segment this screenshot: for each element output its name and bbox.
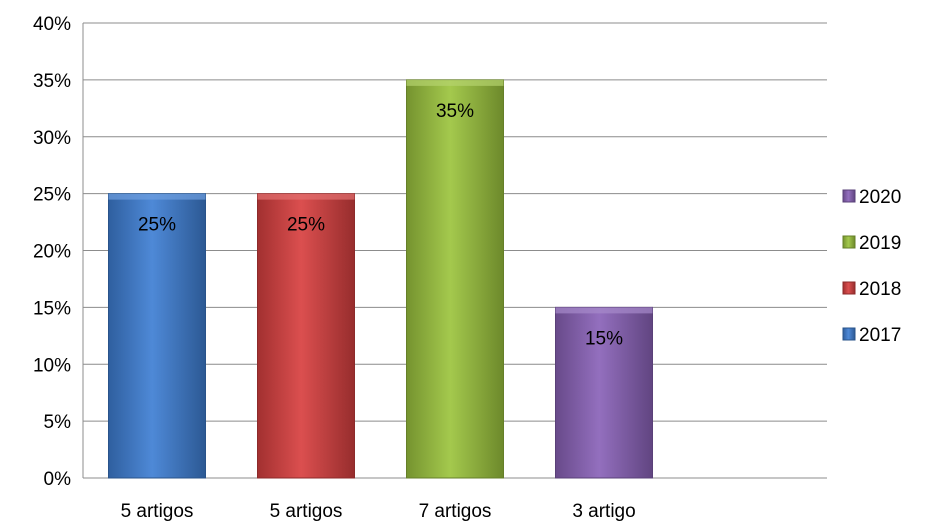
bar-top-highlight [406,79,504,86]
bar-top-highlight [108,193,206,200]
x-category-label: 5 artigos [121,501,194,522]
legend-item-2019: 2019 [842,233,901,254]
y-tick-label: 20% [33,242,71,263]
x-category-label: 7 artigos [419,501,492,522]
bar-2019 [406,79,504,479]
y-tick-label: 15% [33,298,71,319]
y-tick-label: 10% [33,355,71,376]
bar-top-highlight [257,193,355,200]
legend-swatch [842,281,856,295]
legend-swatch [842,327,856,341]
legend: 2020 2019 2018 2017 [842,187,901,346]
legend-item-2018: 2018 [842,279,901,300]
legend-label: 2019 [859,233,901,254]
y-axis-tick-labels: 0% 5% 10% 15% 20% 25% 30% 35% 40% [33,14,71,490]
bar-top-highlight [555,307,653,314]
y-tick-label: 35% [33,71,71,92]
y-tick-label: 0% [44,469,72,490]
data-label: 15% [585,328,623,349]
y-tick-label: 30% [33,128,71,149]
data-labels: 25% 25% 35% 15% [138,101,623,350]
legend-item-2020: 2020 [842,187,901,208]
y-tick-label: 25% [33,185,71,206]
x-category-label: 3 artigo [572,501,635,522]
x-category-label: 5 artigos [270,501,343,522]
data-label: 25% [287,215,325,236]
legend-label: 2018 [859,279,901,300]
x-axis-category-labels: 5 artigos 5 artigos 7 artigos 3 artigo [121,501,636,522]
y-tick-label: 40% [33,14,71,35]
legend-swatch [842,235,856,249]
legend-swatch [842,189,856,203]
data-label: 35% [436,101,474,122]
bar-2018 [257,193,355,479]
bar-2017 [108,193,206,479]
data-label: 25% [138,215,176,236]
bars [108,79,653,479]
y-tick-label: 5% [44,412,72,433]
legend-label: 2017 [859,325,901,346]
legend-label: 2020 [859,187,901,208]
legend-item-2017: 2017 [842,325,901,346]
